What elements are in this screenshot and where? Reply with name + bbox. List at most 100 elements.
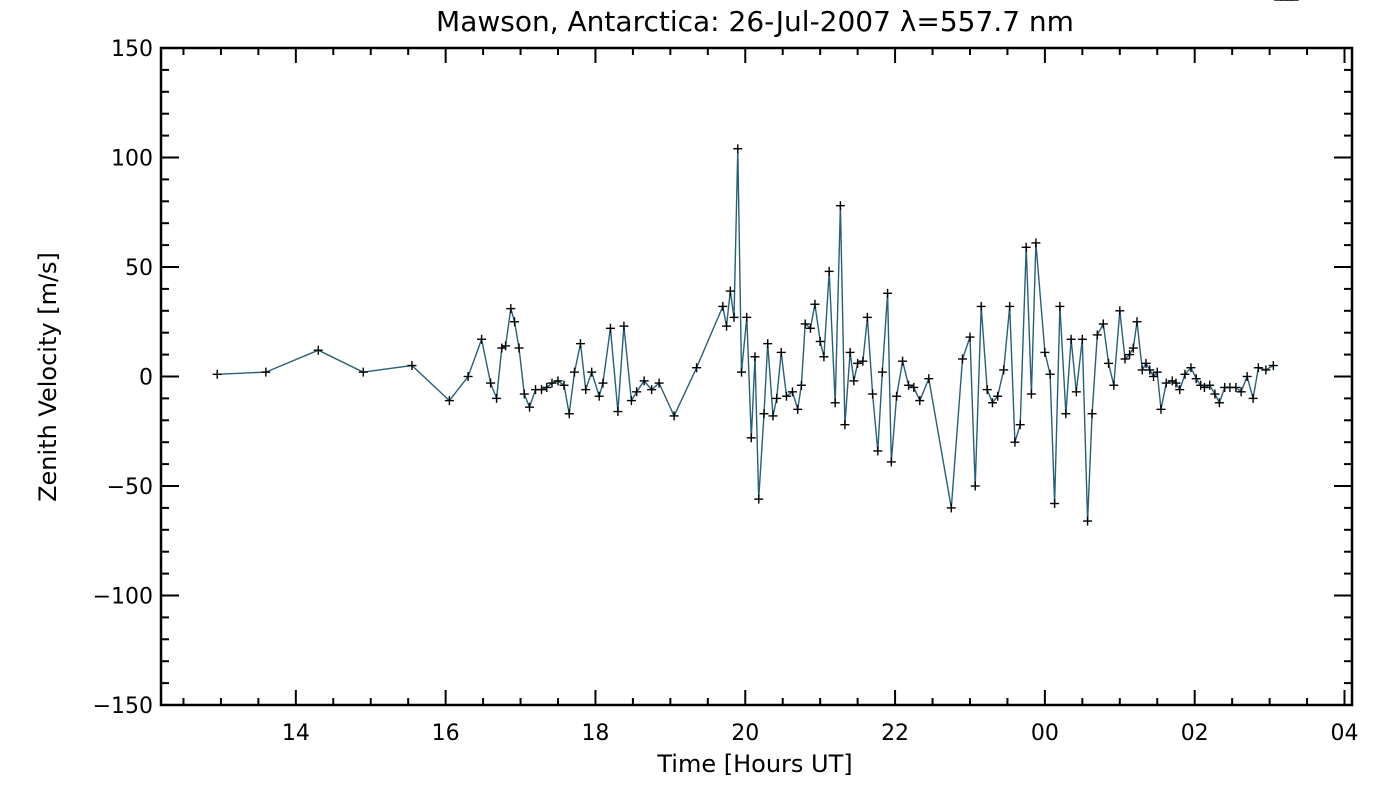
data-point xyxy=(1031,238,1041,248)
data-point xyxy=(883,288,893,298)
data-point xyxy=(805,323,815,333)
data-point xyxy=(261,367,271,377)
data-point xyxy=(510,317,520,327)
data-point xyxy=(1242,372,1252,381)
data-point xyxy=(946,503,956,513)
data-point xyxy=(793,404,803,414)
data-point xyxy=(835,201,845,211)
data-point xyxy=(581,385,591,395)
data-point xyxy=(639,376,649,386)
x-axis-label: Time [Hours UT] xyxy=(656,750,852,778)
data-point xyxy=(729,312,739,322)
data-point xyxy=(815,336,825,346)
y-tick-label: 100 xyxy=(111,147,153,172)
data-point xyxy=(924,374,934,384)
data-point xyxy=(1145,365,1155,375)
y-tick-label: 0 xyxy=(139,366,153,391)
x-tick-label: 02 xyxy=(1181,721,1209,746)
data-markers xyxy=(212,0,1299,526)
x-axis: 14 16 18 20 22 00 02 04 xyxy=(182,48,1359,746)
data-point xyxy=(819,352,829,362)
data-point xyxy=(772,393,782,403)
data-point xyxy=(810,299,820,309)
data-point xyxy=(915,396,925,406)
data-point xyxy=(587,367,597,377)
data-point xyxy=(506,304,516,314)
data-point xyxy=(982,385,992,395)
data-point xyxy=(768,411,778,421)
data-point xyxy=(477,334,487,344)
data-point xyxy=(1161,378,1171,388)
data-point xyxy=(849,376,859,386)
data-point xyxy=(845,347,855,357)
data-point xyxy=(212,369,222,379)
x-tick-label: 04 xyxy=(1331,721,1359,746)
data-point xyxy=(501,341,511,351)
data-point xyxy=(313,345,323,355)
data-point xyxy=(868,389,878,399)
data-point xyxy=(1045,369,1055,379)
data-point xyxy=(787,387,797,397)
data-point xyxy=(1015,420,1025,430)
data-point xyxy=(407,361,417,371)
data-point xyxy=(993,391,1003,401)
data-point xyxy=(1205,380,1215,390)
x-tick-label: 16 xyxy=(432,721,460,746)
data-point xyxy=(970,481,980,491)
data-point xyxy=(1109,380,1119,390)
data-point xyxy=(1156,404,1166,414)
data-point xyxy=(1210,389,1220,399)
plot-frame xyxy=(159,46,1354,707)
data-point xyxy=(1128,343,1138,353)
x-tick-label: 14 xyxy=(282,721,310,746)
data-point xyxy=(654,378,664,388)
y-axis: 150 100 50 0 −50 −100 −150 xyxy=(93,37,1352,719)
data-point xyxy=(873,446,883,456)
data-point xyxy=(898,356,908,366)
data-point xyxy=(904,380,914,390)
data-point xyxy=(632,387,642,397)
data-point xyxy=(824,266,834,276)
data-point xyxy=(892,391,902,401)
data-point xyxy=(965,332,975,342)
data-point xyxy=(626,396,636,406)
x-tick-label: 18 xyxy=(581,721,609,746)
data-point xyxy=(763,339,773,349)
data-point xyxy=(718,301,728,311)
data-point xyxy=(722,321,732,331)
data-point xyxy=(486,378,496,388)
data-point xyxy=(1010,437,1020,447)
data-point xyxy=(909,382,919,392)
data-point xyxy=(733,144,743,154)
data-point xyxy=(800,319,810,329)
data-point xyxy=(987,398,997,408)
y-tick-label: 50 xyxy=(125,256,153,281)
data-point xyxy=(877,367,887,377)
data-point xyxy=(594,391,604,401)
data-point xyxy=(1021,242,1031,252)
data-point xyxy=(1087,409,1097,419)
data-point xyxy=(1268,361,1278,371)
y-tick-label: −100 xyxy=(93,585,153,610)
data-point xyxy=(999,365,1009,375)
data-point xyxy=(781,391,791,401)
data-point xyxy=(1040,347,1050,357)
data-point xyxy=(537,385,547,395)
data-point xyxy=(886,457,896,467)
data-point xyxy=(1120,354,1130,364)
data-point xyxy=(1125,350,1135,360)
y-tick-label: −50 xyxy=(107,475,153,500)
data-point xyxy=(1186,363,1196,373)
data-point xyxy=(1092,330,1102,340)
data-point xyxy=(796,380,806,390)
data-point xyxy=(742,312,752,322)
data-point xyxy=(957,354,967,364)
data-point xyxy=(853,358,863,368)
data-point xyxy=(559,380,569,390)
y-axis-label: Zenith Velocity [m/s] xyxy=(34,252,62,502)
data-point xyxy=(746,433,756,443)
data-point xyxy=(759,409,769,419)
data-point xyxy=(840,420,850,430)
data-point xyxy=(858,356,868,366)
